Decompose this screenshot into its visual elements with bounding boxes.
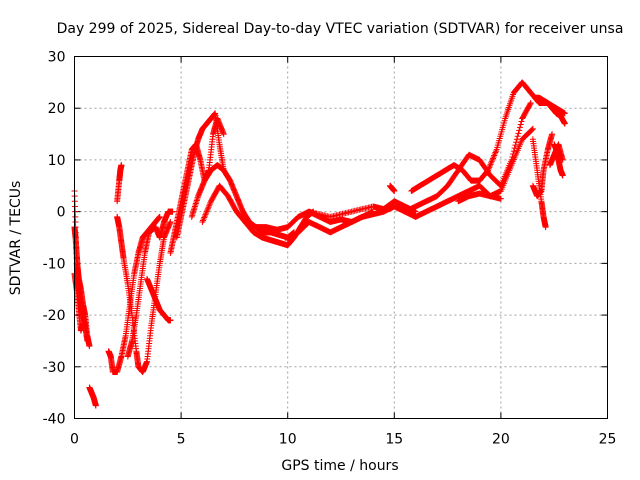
data-point — [488, 158, 495, 165]
data-point — [220, 131, 227, 138]
series-arc-08 — [124, 208, 176, 360]
data-point — [199, 218, 206, 225]
y-tick-label: 30 — [48, 50, 66, 66]
data-point — [492, 149, 499, 156]
data-point — [204, 205, 211, 212]
y-tick-label: -40 — [43, 412, 66, 428]
data-point — [493, 148, 500, 155]
data-point — [205, 204, 212, 211]
data-point — [206, 202, 213, 209]
data-point — [167, 218, 174, 225]
data-point — [169, 208, 176, 215]
series-arc-23 — [529, 131, 556, 200]
data-point — [412, 208, 419, 215]
x-axis-label: GPS time / hours — [281, 458, 398, 474]
data-point — [167, 317, 174, 324]
data-point — [559, 156, 566, 163]
series-arc-19 — [401, 100, 534, 215]
data-point — [527, 101, 534, 108]
data-point — [72, 208, 79, 215]
data-point — [529, 125, 536, 132]
x-tick-label: 25 — [599, 432, 617, 448]
y-tick-label: -30 — [43, 360, 66, 376]
data-point — [72, 229, 79, 236]
data-point — [516, 127, 523, 134]
data-point — [203, 208, 210, 215]
x-tick-label: 0 — [70, 432, 79, 448]
data-point — [513, 139, 520, 146]
series-arc-03 — [71, 270, 85, 334]
data-point — [486, 162, 493, 169]
data-point — [490, 153, 497, 160]
data-point — [515, 130, 522, 137]
data-point — [561, 120, 568, 127]
data-point — [489, 155, 496, 162]
y-tick-label: -20 — [43, 308, 66, 324]
data-point — [203, 210, 210, 217]
data-point — [72, 218, 79, 225]
data-point — [201, 213, 208, 220]
series-arc-17 — [387, 182, 398, 194]
y-tick-labels: -40 -30 -20 -10 0 10 20 30 — [43, 50, 66, 428]
series-arc-11 — [173, 110, 227, 241]
data-point — [516, 124, 523, 131]
series-arc-09 — [143, 275, 174, 324]
data-point — [561, 110, 568, 117]
y-tick-label: 0 — [57, 205, 66, 221]
data-point — [518, 118, 525, 125]
x-tick-label: 10 — [279, 432, 297, 448]
x-tick-label: 5 — [177, 432, 186, 448]
data-point — [529, 126, 536, 133]
data-point — [489, 156, 496, 163]
data-point — [542, 224, 549, 231]
data-point — [86, 343, 93, 350]
data-point — [391, 187, 398, 194]
data-point — [200, 217, 207, 224]
data-point — [207, 199, 214, 206]
series-arc-04 — [86, 384, 99, 409]
series-arc-16 — [306, 198, 419, 220]
data-point — [487, 161, 494, 168]
data-point — [527, 100, 534, 107]
data-point — [549, 131, 556, 138]
series-arc-21 — [455, 190, 504, 205]
data-point — [513, 136, 520, 143]
data-point — [72, 234, 79, 241]
series-arc-26 — [546, 141, 566, 169]
data-point — [488, 159, 495, 166]
data-point — [491, 151, 498, 158]
data-point — [206, 201, 213, 208]
series-arc-20 — [412, 125, 536, 220]
data-point — [78, 322, 85, 329]
data-point — [118, 162, 125, 169]
plot-frame — [74, 56, 608, 419]
data-point — [200, 216, 207, 223]
series-arc-25 — [532, 94, 568, 127]
data-point — [517, 121, 524, 128]
series-arc-18 — [408, 79, 568, 194]
data-point — [202, 211, 209, 218]
data-point — [559, 172, 566, 179]
data-point — [72, 224, 79, 231]
data-point — [514, 133, 521, 140]
y-tick-label: 10 — [48, 153, 66, 169]
data-point — [72, 213, 79, 220]
y-tick-label: -10 — [43, 256, 66, 272]
x-tick-label: 20 — [492, 432, 510, 448]
data-point — [204, 207, 211, 214]
x-tick-labels: 0 5 10 15 20 25 — [70, 432, 616, 448]
chart-title: Day 299 of 2025, Sidereal Day-to-day VTE… — [57, 21, 624, 37]
data-points — [71, 79, 568, 409]
y-axis-label: SDTVAR / TECUs — [8, 181, 24, 296]
data-point — [201, 214, 208, 221]
series-arc-07 — [114, 162, 125, 205]
data-point — [156, 213, 163, 220]
data-point — [92, 402, 99, 409]
x-tick-label: 15 — [385, 432, 403, 448]
y-tick-label: 20 — [48, 101, 66, 117]
data-point — [84, 337, 91, 344]
data-point — [497, 195, 504, 202]
data-point — [491, 152, 498, 159]
